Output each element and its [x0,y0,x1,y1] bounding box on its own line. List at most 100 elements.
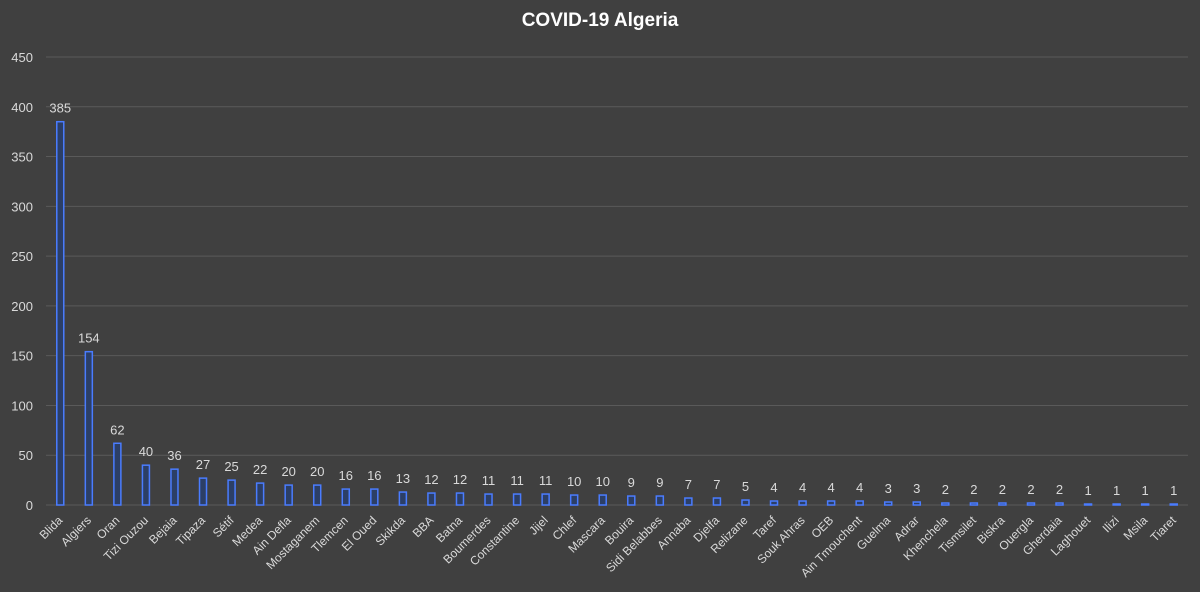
y-tick-label: 100 [11,398,33,413]
bar [170,468,179,506]
y-tick-label: 300 [11,199,33,214]
y-tick-label: 50 [19,448,33,463]
x-tick-label: Msila [1121,513,1151,543]
data-label: 2 [1056,482,1063,497]
data-label: 9 [628,475,635,490]
data-label: 1 [1084,483,1091,498]
x-tick-label: Tiaret [1148,513,1180,545]
bar [1112,503,1121,506]
x-tick-label: Jijel [526,513,551,538]
data-label: 11 [539,473,553,488]
data-label: 22 [253,462,267,477]
y-tick-label: 400 [11,100,33,115]
chart-title: COVID-19 Algeria [521,10,679,31]
bar [655,495,665,506]
bar [484,493,493,506]
data-label: 2 [1027,482,1034,497]
bar [427,492,436,506]
data-label: 36 [167,448,181,463]
bar [84,350,94,506]
data-label: 27 [196,457,210,472]
data-label: 1 [1142,483,1149,498]
data-label: 4 [856,480,863,495]
y-tick-label: 150 [11,349,33,364]
y-tick-label: 0 [26,498,33,513]
y-tick-label: 450 [11,50,33,65]
data-label: 385 [49,101,71,116]
bar [56,120,65,506]
data-label: 7 [685,477,692,492]
data-label: 1 [1170,483,1177,498]
bar [712,497,722,506]
bar [1026,502,1036,506]
bar [826,500,836,506]
y-tick-label: 250 [11,249,33,264]
bar [512,493,522,506]
data-label: 4 [770,480,777,495]
data-label: 1 [1113,483,1120,498]
bar [284,484,293,506]
data-label: 20 [281,464,295,479]
data-label: 154 [78,331,100,346]
bar [998,502,1007,506]
bar [1055,502,1064,506]
data-label: 4 [828,480,835,495]
data-label: 10 [595,474,609,489]
bar [227,479,236,506]
bar [198,477,208,506]
data-label: 2 [942,482,949,497]
data-label: 7 [713,477,720,492]
data-label: 12 [453,472,467,487]
y-tick-label: 200 [11,299,33,314]
data-label: 13 [396,471,410,486]
bar [798,500,807,506]
bar [398,491,408,506]
bar [769,500,779,506]
bar [455,492,465,506]
data-label: 2 [999,482,1006,497]
bar [684,497,693,506]
data-label: 16 [339,468,353,483]
data-label: 4 [799,480,806,495]
data-label: 62 [110,422,124,437]
data-label: 3 [913,481,920,496]
bar [1169,503,1178,506]
data-label: 11 [482,473,496,488]
data-label: 20 [310,464,324,479]
bar [569,494,579,506]
x-tick-label: Tipaza [173,513,208,548]
data-label: 40 [139,444,153,459]
bar [541,493,550,506]
bar [113,442,122,506]
x-tick-label: Bejaia [146,513,180,547]
bar [370,488,379,506]
bar [255,482,265,506]
bar [1140,503,1150,506]
data-label: 25 [224,459,238,474]
bar [741,499,750,506]
data-label: 9 [656,475,663,490]
bar [1083,503,1093,506]
bar [598,494,607,506]
data-label: 12 [424,472,438,487]
data-label: 16 [367,468,381,483]
data-label: 2 [970,482,977,497]
x-tick-label: Skikda [373,513,409,549]
data-label: 3 [885,481,892,496]
x-tick-label: Algiers [58,513,94,549]
bar [627,495,636,506]
data-label: 10 [567,474,581,489]
bar [855,500,864,506]
x-tick-label: Ilizi [1100,513,1122,535]
bar [341,488,351,506]
data-label: 5 [742,479,749,494]
bar [941,502,950,506]
bar [141,464,151,506]
bar [912,501,922,506]
data-label: 11 [510,473,524,488]
bar [312,484,322,506]
bar [969,502,979,506]
bar [883,501,893,506]
y-tick-label: 350 [11,150,33,165]
